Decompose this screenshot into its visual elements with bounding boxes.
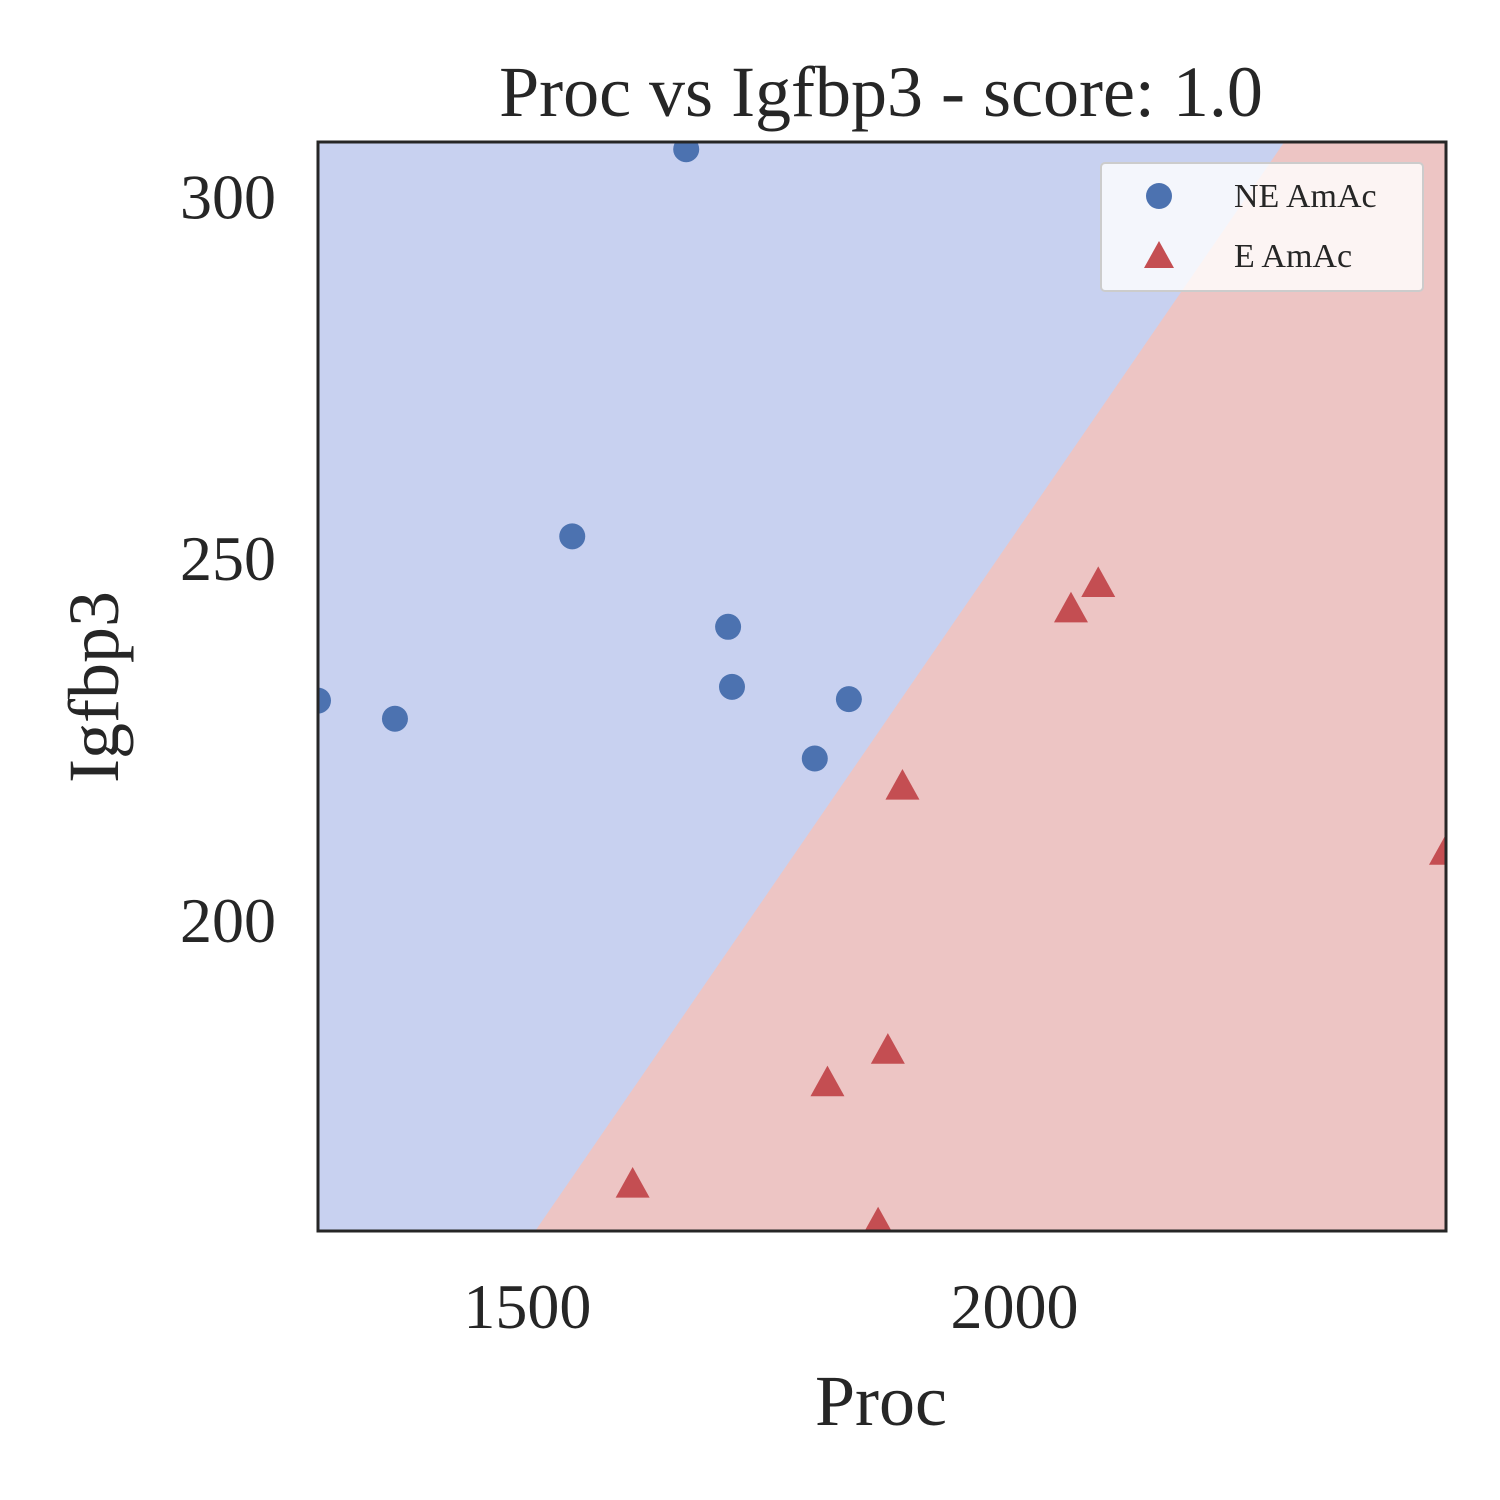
plot-frame [316,140,1448,1233]
legend: NE AmAc E AmAc [1100,162,1424,292]
point-e-amac [885,768,920,800]
legend-marker-ne-amac [1146,183,1172,209]
point-ne-amac [381,705,408,732]
legend-box [1100,162,1424,292]
chart-title: Proc vs Igfbp3 - score: 1.0 [499,52,1263,132]
legend-label: NE AmAc [1234,178,1377,215]
region-e-amac [535,142,1446,1231]
legend-label: E AmAc [1234,238,1352,275]
point-ne-amac [715,613,742,640]
point-e-amac [864,1206,892,1231]
point-ne-amac [559,523,586,550]
point-e-amac [1053,591,1088,623]
point-ne-amac [718,673,745,700]
point-ne-amac [673,142,700,163]
plot-area: 1500 2000 200 250 300 [180,140,1448,1342]
point-e-amac [870,1033,905,1064]
y-tick-label: 300 [180,161,276,232]
data-points [318,142,1446,1231]
y-tick-label: 200 [180,885,276,956]
legend-marker-e-amac [1144,241,1174,268]
point-e-amac [810,1065,845,1097]
point-ne-amac [801,745,828,772]
x-axis-label: Proc [815,1361,947,1441]
point-ne-amac [835,686,862,713]
x-tick-label: 1500 [463,1271,591,1342]
point-ne-amac [318,687,331,714]
y-axis-label: Igfbp3 [54,591,134,783]
point-e-amac [615,1166,650,1198]
y-tick-label: 250 [180,523,276,594]
x-tick-label: 2000 [950,1271,1078,1342]
point-e-amac [1081,566,1116,597]
point-e-amac [1429,834,1446,865]
